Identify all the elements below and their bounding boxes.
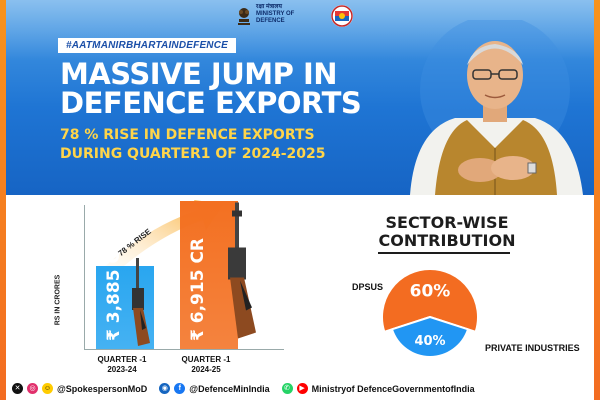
- ministry-hindi: रक्षा मंत्रालय: [256, 4, 282, 10]
- handle-ministry-youtube[interactable]: Ministryof DefenceGovernmentofIndia: [311, 383, 475, 394]
- ministry-name: रक्षा मंत्रालय MINISTRY OF DEFENCE: [256, 4, 326, 25]
- handle-spokesperson[interactable]: @SpokespersonMoD: [57, 383, 148, 394]
- ministry-line1: MINISTRY OF: [256, 11, 295, 17]
- pie-title-line2: CONTRIBUTION: [378, 231, 516, 250]
- pie-title-line1: SECTOR-WISE: [385, 213, 509, 232]
- social-footer: ✕ ◎ ☺ @SpokespersonMoD ◉ f @DefenceMinIn…: [0, 377, 600, 400]
- x-axis-line: [84, 349, 284, 350]
- instagram-icon[interactable]: ◎: [27, 383, 38, 394]
- headline-line2: DEFENCE EXPORTS: [60, 86, 362, 120]
- hashtag-badge: #AATMANIRBHARTAINDEFENCE: [58, 38, 237, 53]
- decorative-edge-right: [594, 0, 600, 400]
- facebook-icon[interactable]: f: [174, 383, 186, 394]
- category-label-2023-24-line2: 2023-24: [107, 365, 137, 374]
- x-icon[interactable]: ✕: [12, 383, 23, 394]
- ministry-logo-icon: [331, 5, 353, 27]
- whatsapp-icon[interactable]: ✆: [281, 383, 293, 394]
- bar-value-label-2023-24: ₹ 3,885 CR: [104, 237, 124, 341]
- pie-legend-dpsus: DPSUS: [352, 282, 384, 292]
- handle-defenceminindia[interactable]: @DefenceMinIndia: [189, 383, 270, 394]
- national-emblem-icon: [238, 8, 250, 25]
- youtube-icon[interactable]: ▶: [296, 383, 308, 394]
- ministry-line2: DEFENCE: [256, 18, 285, 24]
- sector-pie-chart: 60% 40%: [381, 268, 479, 358]
- decorative-edge-left: [0, 0, 6, 400]
- category-label-2024-25: QUARTER -1 2024-25: [176, 355, 236, 375]
- rifle-illustration-large: [228, 202, 256, 339]
- rifle-illustration-small: [132, 258, 150, 346]
- pie-legend-private-industries: PRIVATE INDUSTRIES: [485, 343, 580, 353]
- pie-title: SECTOR-WISE CONTRIBUTION: [372, 214, 522, 250]
- pie-slice-dpsus: [381, 268, 479, 334]
- pie-slice-private-industries: [390, 315, 470, 358]
- minister-portrait: [410, 20, 583, 195]
- subhead-line1: 78 % RISE IN DEFENCE EXPORTS: [60, 127, 315, 143]
- y-axis-line: [84, 205, 85, 350]
- headline: MASSIVE JUMP IN DEFENCE EXPORTS: [60, 60, 370, 118]
- emoji-icon: ☺: [42, 383, 53, 394]
- subheadline: 78 % RISE IN DEFENCE EXPORTS DURING QUAR…: [60, 126, 360, 164]
- category-label-2023-24-line1: QUARTER -1: [97, 355, 147, 364]
- subhead-line2: DURING QUARTER1 OF 2024-2025: [60, 146, 326, 162]
- y-axis-title: RS IN CRORES: [54, 274, 62, 326]
- category-label-2023-24: QUARTER -1 2023-24: [92, 355, 152, 375]
- pie-title-underline: [378, 252, 510, 254]
- category-label-2024-25-line2: 2024-25: [191, 365, 221, 374]
- pie-value-label-dpsus: 60%: [410, 282, 451, 302]
- bar-value-label-2024-25: ₹ 6,915 CR: [188, 237, 208, 341]
- category-label-2024-25-line1: QUARTER -1: [181, 355, 231, 364]
- header-banner: रक्षा मंत्रालय MINISTRY OF DEFENCE #AATM…: [0, 0, 600, 195]
- globe-icon[interactable]: ◉: [159, 383, 171, 394]
- pie-value-label-private-industries: 40%: [414, 334, 445, 349]
- headline-line1: MASSIVE JUMP IN: [60, 57, 338, 91]
